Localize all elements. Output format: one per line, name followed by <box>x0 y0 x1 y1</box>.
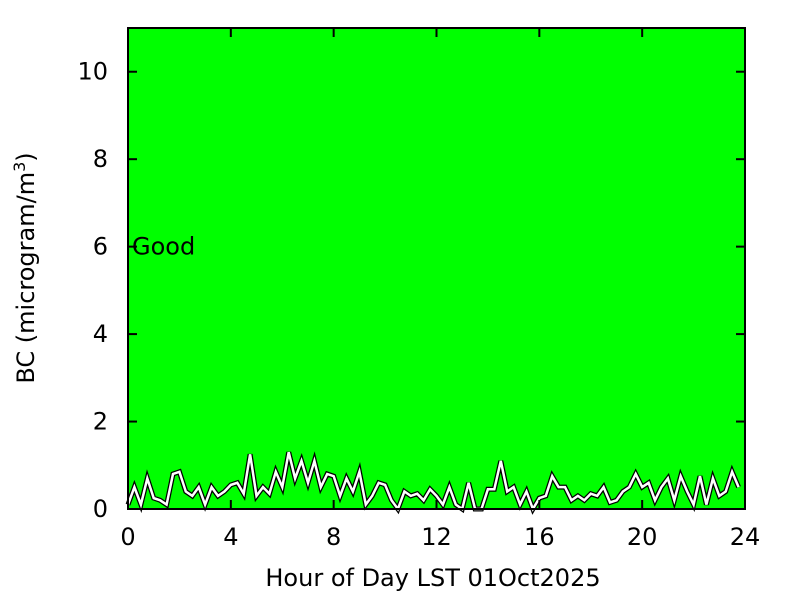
plot-background <box>128 28 745 509</box>
y-axis-label: BC (microgram/m3) <box>10 152 40 383</box>
y-axis-label-close: ) <box>12 152 40 161</box>
x-tick-label: 12 <box>421 523 452 551</box>
x-tick-label: 4 <box>223 523 238 551</box>
annotation-good: Good <box>132 233 195 261</box>
y-tick-label: 4 <box>93 320 108 348</box>
x-axis-label: Hour of Day LST 01Oct2025 <box>265 564 600 592</box>
plot-frame <box>127 27 746 510</box>
bc-series <box>125 451 741 515</box>
x-tick-label: 0 <box>120 523 135 551</box>
x-tick-label: 24 <box>730 523 761 551</box>
y-axis-label-main: BC (microgram/m <box>12 172 40 384</box>
x-tick-label: 8 <box>326 523 341 551</box>
y-axis-label-sup: 3 <box>10 162 29 172</box>
y-tick-label: 10 <box>77 58 108 86</box>
series-line <box>126 451 740 512</box>
y-tick-label: 8 <box>93 145 108 173</box>
y-tick-label: 6 <box>93 233 108 261</box>
y-tick-label: 2 <box>93 408 108 436</box>
x-tick-label: 16 <box>524 523 555 551</box>
x-tick-label: 20 <box>627 523 658 551</box>
y-tick-label: 0 <box>93 495 108 523</box>
